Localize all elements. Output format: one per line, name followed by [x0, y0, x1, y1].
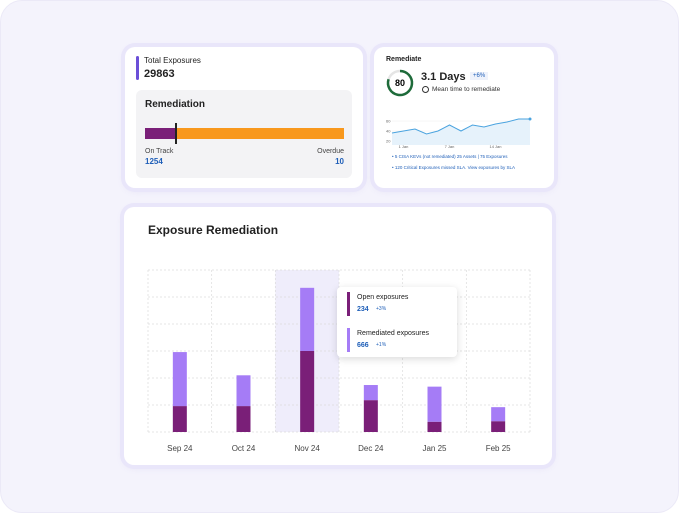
total-label: Total Exposures [144, 56, 201, 65]
days: 3.1 Days [421, 71, 466, 83]
x-tick-label: Dec 24 [358, 444, 384, 453]
overdue-bar [177, 128, 344, 139]
bar [363, 385, 378, 401]
x-tick-label: Nov 24 [294, 444, 320, 453]
total-value: 29863 [144, 68, 175, 80]
bar [427, 421, 442, 432]
bar [172, 352, 187, 407]
tooltip-change: +1% [376, 342, 387, 348]
x-tick-label: Sep 24 [167, 444, 193, 453]
caption: Mean time to remediate [432, 86, 501, 93]
on-track-label: On Track [145, 148, 174, 155]
tooltip-change: +3% [376, 306, 387, 312]
tooltip-name: Remediated exposures [357, 330, 429, 337]
bar [491, 421, 506, 432]
tooltip: Open exposures 234 +3% Remediated exposu… [337, 287, 457, 357]
note-text: 120 Critical Exposures missed SLA. View … [394, 165, 516, 170]
y-tick-label: 40 [386, 129, 391, 134]
x-tick-label: Jan 25 [422, 444, 447, 453]
x-tick-label: Oct 24 [232, 444, 256, 453]
chart-title: Exposure Remediation [148, 223, 279, 237]
bar [300, 351, 315, 432]
sparkline-end [528, 117, 532, 121]
tooltip-value: 234 [357, 306, 369, 313]
x-tick-label: Feb 25 [486, 444, 511, 453]
overdue-label: Overdue [317, 148, 344, 155]
bar [363, 400, 378, 432]
x-tick-label: 7 Jan [445, 144, 455, 149]
accent-bar [136, 56, 139, 80]
divider [175, 123, 177, 144]
change: +6% [470, 72, 489, 80]
bar [427, 386, 442, 422]
sparkline [391, 118, 530, 135]
tooltip-swatch [347, 328, 350, 352]
overdue-value: 10 [335, 157, 344, 166]
remediation-title: Remediation [145, 99, 206, 110]
bar [236, 375, 251, 407]
bar [172, 406, 187, 432]
y-tick-label: 60 [386, 119, 391, 124]
score-ring [386, 69, 414, 97]
on-track-value: 1254 [145, 157, 163, 166]
note: • 120 Critical Exposures missed SLA. Vie… [392, 165, 516, 170]
clock-icon [422, 86, 429, 93]
bar [300, 287, 315, 351]
bar [236, 406, 251, 432]
tooltip-value: 666 [357, 342, 369, 349]
score-value: 80 [395, 78, 405, 88]
note-text: 5 CISA KEVs (not remediated) 25 Assets |… [394, 154, 508, 159]
tooltip-swatch [347, 292, 350, 316]
remediate-title: Remediate [386, 56, 422, 63]
tooltip-name: Open exposures [357, 294, 409, 301]
sparkline-area [392, 119, 530, 145]
y-tick-label: 20 [386, 139, 391, 144]
bar [491, 407, 506, 422]
note: • 5 CISA KEVs (not remediated) 25 Assets… [392, 154, 508, 159]
x-tick-label: 1 Jan [399, 144, 409, 149]
on-track-bar [145, 128, 175, 139]
x-tick-label: 14 Jan [489, 144, 501, 149]
